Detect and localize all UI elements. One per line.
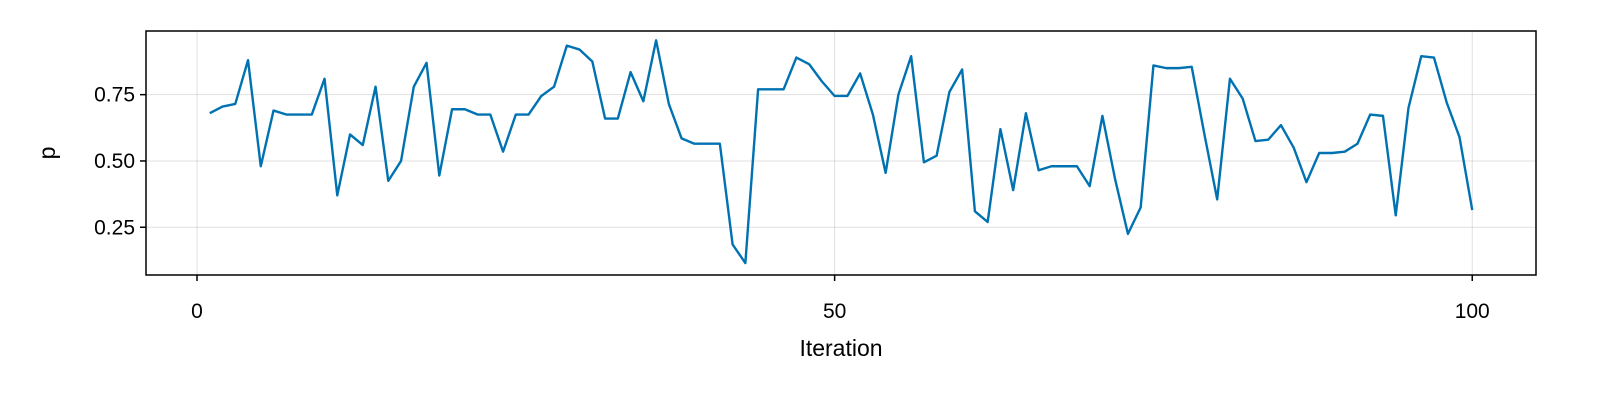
x-axis-ticks: 0 50 100 bbox=[191, 275, 1490, 323]
y-tick-label: 0.25 bbox=[94, 216, 135, 239]
series-layer bbox=[209, 39, 1474, 265]
y-tick-label: 0.50 bbox=[94, 150, 135, 173]
x-axis-title: Iteration bbox=[799, 335, 882, 361]
x-tick-label: 0 bbox=[191, 300, 203, 323]
plot-frame bbox=[145, 30, 1537, 276]
y-axis-title: p bbox=[34, 147, 60, 160]
y-tick-label: 0.75 bbox=[94, 84, 135, 107]
y-axis-ticks: 0.25 0.50 0.75 bbox=[94, 84, 146, 239]
x-tick-label: 50 bbox=[823, 300, 846, 323]
x-tick-label: 100 bbox=[1455, 300, 1490, 323]
series-line bbox=[209, 39, 1474, 265]
